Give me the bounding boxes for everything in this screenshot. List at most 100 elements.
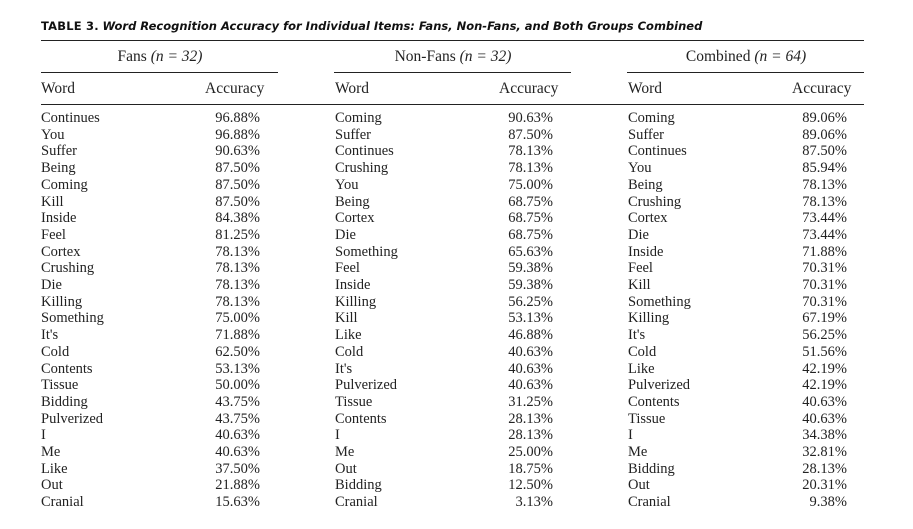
combined-word-cell: Kill [628,277,651,294]
combined-word-column: Coming Suffer Continues You Being Crushing Cor… [628,110,691,511]
table-title: Word Recognition Accuracy for Individual… [102,19,703,33]
fans-word-cell: Contents [41,360,93,377]
combined-word-cell: It's [628,327,646,344]
combined-accuracy-cell: 85.94% [802,160,847,177]
combined-accuracy-cell: 20.31% [802,477,847,494]
nonfans-word-cell: Bidding [335,477,382,494]
fans-word-cell: Killing [41,293,83,310]
nonfans-accuracy-cell: 12.50% [508,477,553,494]
fans-accuracy-cell: 87.50% [215,193,260,210]
fans-accuracy-cell: 43.75% [215,410,260,427]
col-header-accuracy-fans: Accuracy [205,80,265,97]
fans-word-cell: You [41,126,65,143]
combined-accuracy-cell: 70.31% [802,277,847,294]
nonfans-word-cell: Die [335,226,356,243]
combined-accuracy-cell: 28.13% [802,460,847,477]
combined-accuracy-cell: 70.31% [802,260,847,277]
nonfans-word-cell: You [335,176,359,193]
combined-word-cell: Something [628,293,691,310]
fans-word-cell: Pulverized [41,410,104,427]
nonfans-accuracy-cell: 59.38% [508,277,553,294]
header-rule [41,104,864,105]
combined-word-cell: Feel [628,260,653,277]
combined-accuracy-cell: 56.25% [802,327,847,344]
col-header-word-fans: Word [41,80,76,97]
fans-accuracy-cell: 96.88% [215,110,260,126]
combined-accuracy-cell: 78.13% [802,193,847,210]
nonfans-accuracy-cell: 56.25% [508,293,553,310]
fans-accuracy-cell: 87.50% [215,176,260,193]
top-rule [41,40,864,41]
nonfans-word-column: Coming Suffer Continues Crushing You Being Cor… [335,110,398,511]
nonfans-word-cell: Tissue [335,393,373,410]
nonfans-word-cell: Being [335,193,370,210]
combined-accuracy-cell: 73.44% [802,210,847,227]
combined-word-cell: Out [628,477,650,494]
combined-accuracy-cell: 89.06% [802,110,847,126]
fans-accuracy-column: 96.88% 96.88% 90.63% 87.50% 87.50% 87.50% 84.3… [170,110,260,511]
combined-accuracy-cell: 67.19% [802,310,847,327]
col-header-accuracy-nonfans: Accuracy [499,80,559,97]
fans-word-column: Continues You Suffer Being Coming Kill Inside F… [41,110,104,511]
fans-word-cell: Me [41,444,61,461]
fans-word-cell: Crushing [41,260,95,277]
combined-accuracy-cell: 73.44% [802,226,847,243]
fans-word-cell: Cranial [41,494,84,511]
combined-word-cell: Pulverized [628,377,691,394]
nonfans-accuracy-cell: 28.13% [508,410,553,427]
combined-accuracy-cell: 71.88% [802,243,847,260]
nonfans-accuracy-cell: 53.13% [508,310,553,327]
nonfans-word-cell: Something [335,243,398,260]
nonfans-accuracy-cell: 31.25% [508,393,553,410]
fans-word-cell: Feel [41,226,66,243]
nonfans-accuracy-cell: 40.63% [508,377,553,394]
combined-accuracy-column: 89.06% 89.06% 87.50% 85.94% 78.13% 78.13% 73.4… [756,110,847,511]
nonfans-word-cell: Suffer [335,126,371,143]
combined-accuracy-cell: 34.38% [802,427,847,444]
nonfans-word-cell: Cold [335,343,364,360]
combined-word-cell: Like [628,360,655,377]
combined-accuracy-cell: 78.13% [802,176,847,193]
fans-word-cell: Continues [41,110,100,126]
combined-word-cell: Killing [628,310,670,327]
combined-accuracy-cell: 42.19% [802,360,847,377]
nonfans-accuracy-cell: 40.63% [508,360,553,377]
table-caption: TABLE 3. Word Recognition Accuracy for I… [41,19,702,33]
group-header-nonfans: Non-Fans (n = 32) [394,48,512,65]
nonfans-accuracy-cell: 78.13% [508,160,553,177]
fans-word-cell: I [41,427,46,444]
combined-accuracy-cell: 51.56% [802,343,847,360]
combined-accuracy-cell: 87.50% [802,143,847,160]
group-rule-nonfans [334,72,571,73]
fans-accuracy-cell: 71.88% [215,327,260,344]
combined-word-cell: Cranial [628,494,671,511]
fans-accuracy-cell: 78.13% [215,260,260,277]
nonfans-word-cell: Pulverized [335,377,398,394]
fans-accuracy-cell: 78.13% [215,243,260,260]
fans-accuracy-cell: 78.13% [215,277,260,294]
fans-word-cell: Suffer [41,143,77,160]
fans-accuracy-cell: 90.63% [215,143,260,160]
nonfans-accuracy-cell: 28.13% [508,427,553,444]
nonfans-word-cell: Kill [335,310,358,327]
fans-word-cell: It's [41,327,59,344]
combined-accuracy-cell: 89.06% [802,126,847,143]
combined-word-cell: Continues [628,143,687,160]
fans-accuracy-cell: 62.50% [215,343,260,360]
combined-word-cell: Being [628,176,663,193]
combined-word-cell: Inside [628,243,664,260]
fans-accuracy-cell: 81.25% [215,226,260,243]
combined-accuracy-cell: 9.38% [809,494,847,511]
nonfans-accuracy-cell: 3.13% [515,494,553,511]
fans-accuracy-cell: 50.00% [215,377,260,394]
combined-accuracy-cell: 40.63% [802,393,847,410]
group-rule-fans [41,72,278,73]
nonfans-word-cell: Feel [335,260,360,277]
group-rule-combined [627,72,864,73]
nonfans-word-cell: Inside [335,277,371,294]
nonfans-accuracy-cell: 78.13% [508,143,553,160]
combined-word-cell: Die [628,226,649,243]
fans-accuracy-cell: 21.88% [215,477,260,494]
nonfans-word-cell: Me [335,444,355,461]
combined-accuracy-cell: 32.81% [802,444,847,461]
